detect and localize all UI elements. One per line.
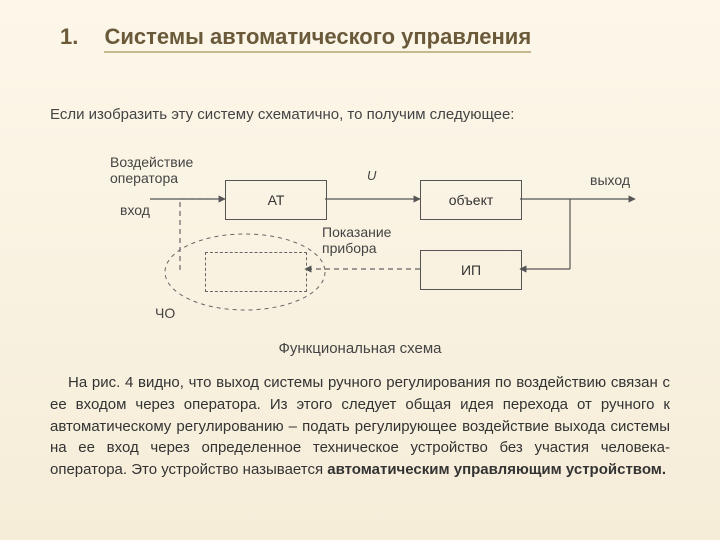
title-number: 1. [60, 24, 100, 50]
label-output: выход [590, 172, 630, 188]
label-cho: ЧО [155, 305, 175, 321]
diagram-caption: Функциональная схема [0, 340, 720, 357]
functional-diagram: АТ объект ИП Воздействие оператора вход … [90, 140, 650, 340]
label-input: вход [120, 202, 150, 218]
label-u: U [367, 168, 376, 183]
label-op-line1: Воздействие [110, 154, 193, 170]
body-bold: автоматическим управляющим устройством. [327, 461, 666, 478]
label-reading-line1: Показание [322, 224, 391, 240]
node-cho-box [205, 252, 307, 292]
label-reading: Показание прибора [322, 224, 391, 256]
intro-text: Если изобразить эту систему схематично, … [50, 106, 670, 123]
page-title-row: 1. Системы автоматического управления [60, 24, 680, 50]
label-operator-influence: Воздействие оператора [110, 154, 193, 186]
node-at: АТ [225, 180, 327, 220]
title-text: Системы автоматического управления [104, 24, 531, 53]
node-object: объект [420, 180, 522, 220]
node-ip: ИП [420, 250, 522, 290]
body-paragraph: На рис. 4 видно, что выход системы ручно… [50, 372, 670, 481]
label-op-line2: оператора [110, 170, 178, 186]
label-reading-line2: прибора [322, 240, 377, 256]
